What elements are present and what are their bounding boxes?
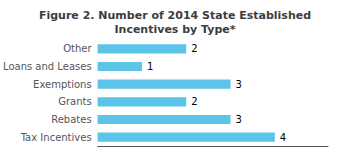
svg-text:4: 4 xyxy=(280,132,286,143)
svg-text:Tax Incentives: Tax Incentives xyxy=(20,132,92,143)
svg-text:Rebates: Rebates xyxy=(51,114,91,125)
svg-text:Other: Other xyxy=(63,43,92,54)
svg-text:Figure 2. Number of 2014 State: Figure 2. Number of 2014 State Establish… xyxy=(39,9,311,22)
svg-text:1: 1 xyxy=(147,61,153,72)
svg-text:Loans and Leases: Loans and Leases xyxy=(3,61,92,72)
svg-text:2: 2 xyxy=(191,43,197,54)
svg-text:Grants: Grants xyxy=(58,96,91,107)
svg-text:Incentives by Type*: Incentives by Type* xyxy=(114,23,235,36)
svg-text:3: 3 xyxy=(236,114,242,125)
svg-text:Exemptions: Exemptions xyxy=(33,79,92,90)
svg-text:2: 2 xyxy=(191,96,197,107)
svg-text:3: 3 xyxy=(236,79,242,90)
